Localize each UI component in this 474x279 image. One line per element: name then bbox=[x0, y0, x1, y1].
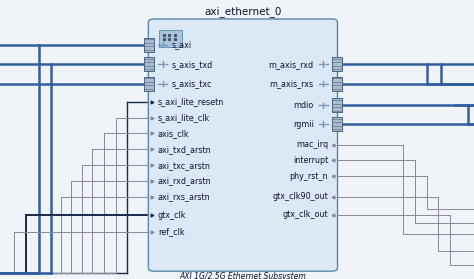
Bar bbox=[332, 98, 342, 112]
Text: mac_irq: mac_irq bbox=[296, 140, 328, 149]
Text: axi_txc_arstn: axi_txc_arstn bbox=[158, 161, 211, 170]
Text: axi_rxd_arstn: axi_rxd_arstn bbox=[158, 176, 211, 185]
Text: m_axis_rxs: m_axis_rxs bbox=[270, 79, 314, 88]
Text: s_axi_lite_clk: s_axi_lite_clk bbox=[158, 113, 210, 122]
Text: s_axi: s_axi bbox=[172, 40, 192, 49]
Text: axi_rxs_arstn: axi_rxs_arstn bbox=[158, 192, 210, 201]
Text: axis_clk: axis_clk bbox=[158, 129, 190, 138]
Text: gtx_clk: gtx_clk bbox=[158, 211, 186, 220]
Text: s_axis_txc: s_axis_txc bbox=[172, 79, 212, 88]
Text: phy_rst_n: phy_rst_n bbox=[290, 172, 328, 181]
FancyBboxPatch shape bbox=[148, 19, 337, 271]
Text: axi_txd_arstn: axi_txd_arstn bbox=[158, 145, 211, 154]
Bar bbox=[332, 117, 342, 131]
Bar bbox=[332, 77, 342, 91]
Bar bbox=[144, 77, 154, 91]
Text: m_axis_rxd: m_axis_rxd bbox=[269, 60, 314, 69]
Text: gtx_clk90_out: gtx_clk90_out bbox=[272, 192, 328, 201]
Bar bbox=[144, 57, 154, 71]
FancyBboxPatch shape bbox=[159, 30, 182, 47]
Text: interrupt: interrupt bbox=[293, 156, 328, 165]
Text: axi_ethernet_0: axi_ethernet_0 bbox=[204, 6, 282, 17]
Bar bbox=[144, 38, 154, 52]
Text: rgmii: rgmii bbox=[293, 120, 314, 129]
Text: mdio: mdio bbox=[293, 101, 314, 110]
Text: s_axis_txd: s_axis_txd bbox=[172, 60, 213, 69]
Text: gtx_clk_out: gtx_clk_out bbox=[283, 210, 328, 219]
Bar bbox=[332, 57, 342, 71]
Text: ref_clk: ref_clk bbox=[158, 227, 184, 236]
Text: AXI 1G/2.5G Ethernet Subsystem: AXI 1G/2.5G Ethernet Subsystem bbox=[180, 272, 306, 279]
Text: s_axi_lite_resetn: s_axi_lite_resetn bbox=[158, 97, 224, 106]
